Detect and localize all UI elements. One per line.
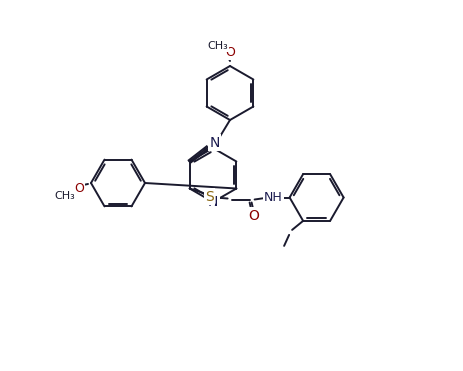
Text: CH₃: CH₃ — [55, 191, 75, 201]
Text: O: O — [225, 46, 235, 59]
Text: O: O — [248, 209, 259, 223]
Text: O: O — [74, 181, 84, 194]
Text: CH₃: CH₃ — [207, 41, 228, 51]
Text: N: N — [209, 135, 220, 150]
Text: NH: NH — [264, 191, 283, 204]
Text: S: S — [205, 190, 214, 204]
Text: N: N — [208, 195, 218, 209]
